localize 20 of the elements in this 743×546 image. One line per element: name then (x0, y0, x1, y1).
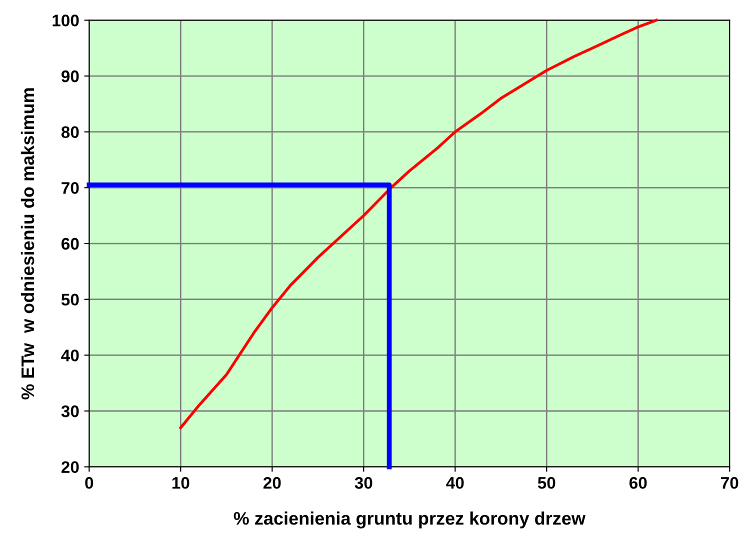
y-axis-title: % ETw w odniesieniu do maksimum (20, 88, 34, 400)
y-tick-label: 40 (61, 350, 79, 362)
x-tick-label: 70 (721, 476, 738, 489)
y-tick-label: 30 (61, 405, 79, 418)
x-tick-label: 40 (446, 476, 464, 489)
x-tick-label: 10 (172, 476, 190, 489)
y-tick-label: 70 (62, 182, 79, 194)
y-tick-label: 60 (62, 238, 79, 250)
x-tick-label: 50 (538, 476, 556, 489)
y-tick-label: 80 (61, 126, 79, 138)
y-tick-label: 50 (61, 294, 79, 306)
y-tick-label: 90 (61, 70, 79, 82)
x-tick-label: 60 (629, 476, 647, 489)
x-tick-label: 30 (354, 476, 372, 489)
y-tick-label: 20 (61, 461, 79, 474)
y-tick-label: 100 (52, 14, 79, 26)
x-axis-title: % zacienienia gruntu przez korony drzew (234, 512, 586, 528)
x-tick-label: 0 (85, 476, 94, 489)
x-tick-label: 20 (263, 476, 281, 489)
line-series (179, 18, 658, 430)
